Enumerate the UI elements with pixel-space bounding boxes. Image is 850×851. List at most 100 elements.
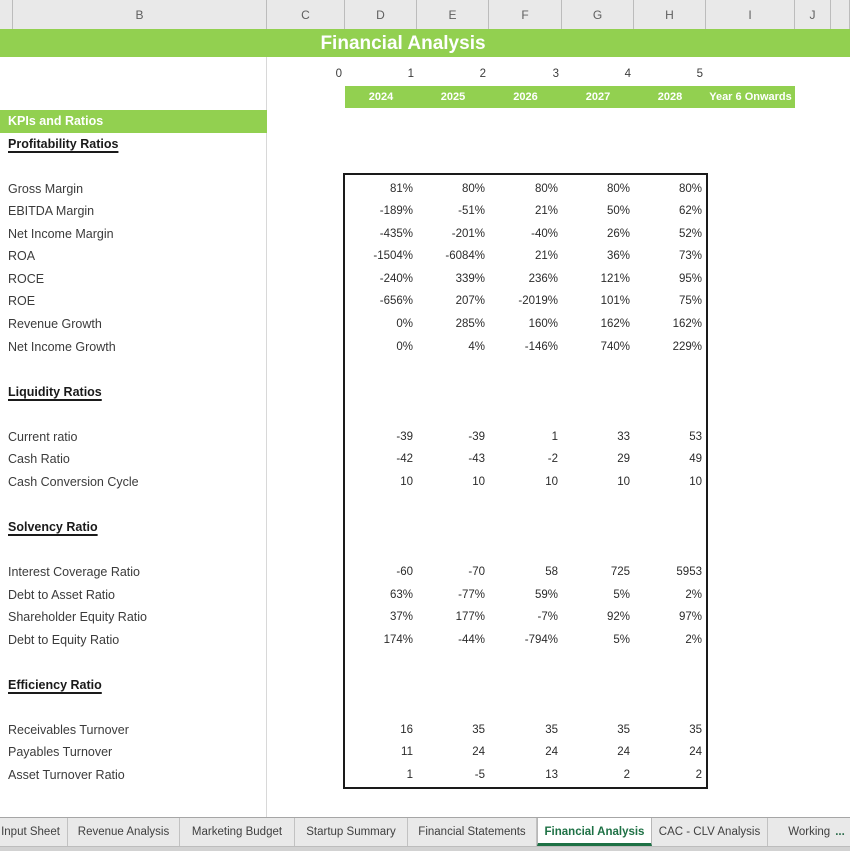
cell-value[interactable]: 26% xyxy=(606,227,630,240)
column-header-h[interactable]: H xyxy=(634,0,706,29)
year-index-1[interactable]: 1 xyxy=(407,68,414,80)
row-label-receivables-turnover[interactable]: Receivables Turnover xyxy=(8,722,129,737)
cell-value[interactable]: 236% xyxy=(528,272,558,285)
row-label-cash-ratio[interactable]: Cash Ratio xyxy=(8,452,70,467)
tab-input-sheet[interactable]: Input Sheet xyxy=(0,818,68,846)
column-header-b[interactable]: B xyxy=(13,0,267,29)
row-label-net-income-growth[interactable]: Net Income Growth xyxy=(8,339,116,354)
row-label-debt-to-equity-ratio[interactable]: Debt to Equity Ratio xyxy=(8,632,120,647)
cell-value[interactable]: -42 xyxy=(396,453,413,466)
cell-value[interactable]: 229% xyxy=(672,340,702,353)
cell-value[interactable]: -794% xyxy=(524,633,558,646)
cell-value[interactable]: 1 xyxy=(551,430,558,443)
cell-value[interactable]: 4% xyxy=(468,340,485,353)
cell-value[interactable]: -2019% xyxy=(518,295,558,308)
row-label-roa[interactable]: ROA xyxy=(8,249,36,264)
year-header-2025[interactable]: 2025 xyxy=(440,91,466,103)
cell-value[interactable]: 73% xyxy=(678,250,702,263)
section-label-efficiency-ratio[interactable]: Efficiency Ratio xyxy=(8,677,102,692)
row-label-net-income-margin[interactable]: Net Income Margin xyxy=(8,226,114,241)
year-index-3[interactable]: 3 xyxy=(552,68,559,80)
cell-value[interactable]: 24 xyxy=(617,746,630,759)
cell-value[interactable]: 1 xyxy=(406,768,413,781)
cell-value[interactable]: -40% xyxy=(531,227,558,240)
row-label-payables-turnover[interactable]: Payables Turnover xyxy=(8,745,113,760)
cell-value[interactable]: -60 xyxy=(396,566,413,578)
cell-value[interactable]: 49 xyxy=(689,453,702,466)
cell-value[interactable]: -240% xyxy=(379,272,413,285)
cell-value[interactable]: 80% xyxy=(534,182,558,195)
cell-value[interactable]: 162% xyxy=(600,317,630,330)
cell-value[interactable]: 10 xyxy=(400,475,413,488)
cell-value[interactable]: 10 xyxy=(545,475,558,488)
cell-value[interactable]: 2% xyxy=(685,633,702,646)
cell-value[interactable]: -44% xyxy=(458,633,485,646)
section-label-profitability-ratios[interactable]: Profitability Ratios xyxy=(8,136,119,151)
cell-value[interactable]: -70 xyxy=(468,566,485,578)
tab-financial-statements[interactable]: Financial Statements xyxy=(408,818,537,846)
cell-value[interactable]: 207% xyxy=(455,295,485,308)
cell-value[interactable]: -77% xyxy=(458,588,485,601)
row-label-current-ratio[interactable]: Current ratio xyxy=(8,429,78,444)
cell-value[interactable]: 24 xyxy=(545,746,558,759)
cell-value[interactable]: -656% xyxy=(379,295,413,308)
cell-value[interactable]: 160% xyxy=(528,317,558,330)
cell-value[interactable]: -189% xyxy=(379,205,413,218)
cell-value[interactable]: 36% xyxy=(606,250,630,263)
section-label-liquidity-ratios[interactable]: Liquidity Ratios xyxy=(8,384,102,399)
cell-value[interactable]: 24 xyxy=(472,746,485,759)
year-header-2026[interactable]: 2026 xyxy=(513,91,538,103)
cell-value[interactable]: -5 xyxy=(474,768,485,781)
cell-value[interactable]: 10 xyxy=(617,475,630,488)
row-label-revenue-growth[interactable]: Revenue Growth xyxy=(8,316,102,331)
cell-value[interactable]: 21% xyxy=(534,205,558,218)
cell-value[interactable]: 97% xyxy=(678,611,702,624)
column-header-i[interactable]: I xyxy=(706,0,795,29)
cell-value[interactable]: 174% xyxy=(383,633,413,646)
cell-value[interactable]: 29 xyxy=(617,453,630,466)
year-header-year-6-onwards[interactable]: Year 6 Onwards xyxy=(709,91,792,103)
cell-value[interactable]: 5953 xyxy=(676,566,702,578)
cell-value[interactable]: 80% xyxy=(606,182,630,195)
tab-revenue-analysis[interactable]: Revenue Analysis xyxy=(68,818,180,846)
row-label-interest-coverage-ratio[interactable]: Interest Coverage Ratio xyxy=(8,565,141,579)
cell-value[interactable]: -201% xyxy=(451,227,485,240)
cell-value[interactable]: 339% xyxy=(455,272,485,285)
year-index-0[interactable]: 0 xyxy=(335,68,342,80)
cell-value[interactable]: 92% xyxy=(606,611,630,624)
cell-value[interactable]: 121% xyxy=(600,272,630,285)
cell-value[interactable]: 33 xyxy=(617,430,630,443)
cell-value[interactable]: -435% xyxy=(379,227,413,240)
year-index-2[interactable]: 2 xyxy=(479,68,486,80)
year-header-2024[interactable]: 2024 xyxy=(368,91,394,103)
row-label-debt-to-asset-ratio[interactable]: Debt to Asset Ratio xyxy=(8,587,116,602)
tab-startup-summary[interactable]: Startup Summary xyxy=(295,818,408,846)
row-label-ebitda-margin[interactable]: EBITDA Margin xyxy=(8,204,95,219)
cell-value[interactable]: 5% xyxy=(613,633,630,646)
cell-value[interactable]: 11 xyxy=(401,746,413,759)
cell-value[interactable]: 177% xyxy=(455,611,485,624)
cell-value[interactable]: 10 xyxy=(689,475,702,488)
cell-value[interactable]: 37% xyxy=(389,611,413,624)
cell-value[interactable]: -39 xyxy=(468,430,485,443)
cell-value[interactable]: -7% xyxy=(537,611,558,624)
cell-value[interactable]: 5% xyxy=(613,588,630,601)
cell-value[interactable]: 0% xyxy=(396,340,413,353)
cell-value[interactable]: -43 xyxy=(468,453,485,466)
row-label-cash-conversion-cycle[interactable]: Cash Conversion Cycle xyxy=(8,474,139,489)
year-index-4[interactable]: 4 xyxy=(624,68,631,80)
column-header-f[interactable]: F xyxy=(489,0,562,29)
cell-value[interactable]: 81% xyxy=(389,182,413,195)
cell-value[interactable]: 62% xyxy=(678,205,702,218)
cell-value[interactable]: 80% xyxy=(678,182,702,195)
tab-working[interactable]: Working... xyxy=(768,818,850,846)
cell-value[interactable]: 285% xyxy=(455,317,485,330)
year-header-2028[interactable]: 2028 xyxy=(657,91,683,103)
cell-value[interactable]: 101% xyxy=(600,295,630,308)
row-label-roe[interactable]: ROE xyxy=(8,294,36,309)
cell-value[interactable]: 162% xyxy=(672,317,702,330)
column-header-g[interactable]: G xyxy=(562,0,634,29)
row-label-gross-margin[interactable]: Gross Margin xyxy=(8,181,84,196)
cell-value[interactable]: 80% xyxy=(461,182,485,195)
cell-value[interactable]: 63% xyxy=(389,588,413,601)
